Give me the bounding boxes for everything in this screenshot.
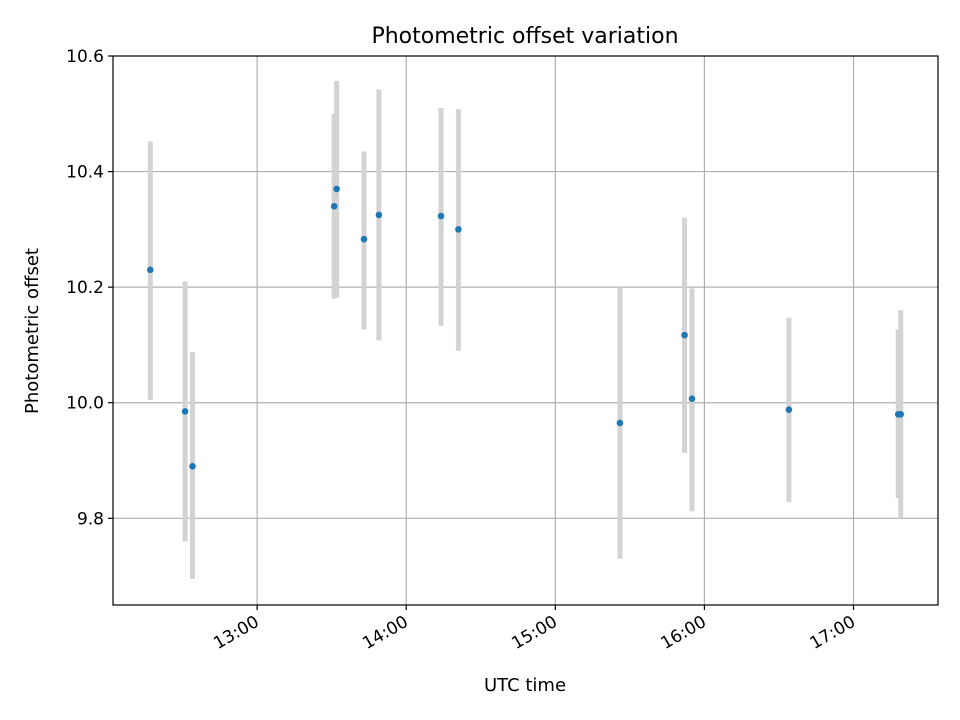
y-tick-label: 10.4 [66,163,104,183]
plot-background [113,56,938,605]
data-point [181,408,189,415]
plot-frame [112,55,939,606]
data-point [681,331,688,339]
data-point [146,266,154,274]
data-point [688,395,696,402]
data-point [330,202,338,210]
data-point [375,211,383,219]
data-point [360,235,368,243]
data-point [437,212,445,220]
data-point [189,463,196,470]
y-tick-label: 10.2 [66,278,104,298]
x-gridlines [256,56,855,605]
y-tick-label: 9.8 [77,509,104,529]
y-axis-ticks: 9.8 10.0 10.2 10.4 10.6 [66,47,113,529]
y-axis-label: Photometric offset [22,248,43,414]
x-axis-label: UTC time [484,675,566,696]
y-tick-label: 10.0 [66,394,104,414]
plot-area [112,55,939,606]
data-point [616,419,624,427]
data-point [785,406,793,413]
data-points [146,185,905,470]
chart-title: Photometric offset variation [371,24,678,49]
data-point [897,410,905,418]
data-point [333,185,340,193]
data-point [455,226,462,233]
y-tick-label: 10.6 [66,47,104,67]
y-gridlines [113,170,938,519]
